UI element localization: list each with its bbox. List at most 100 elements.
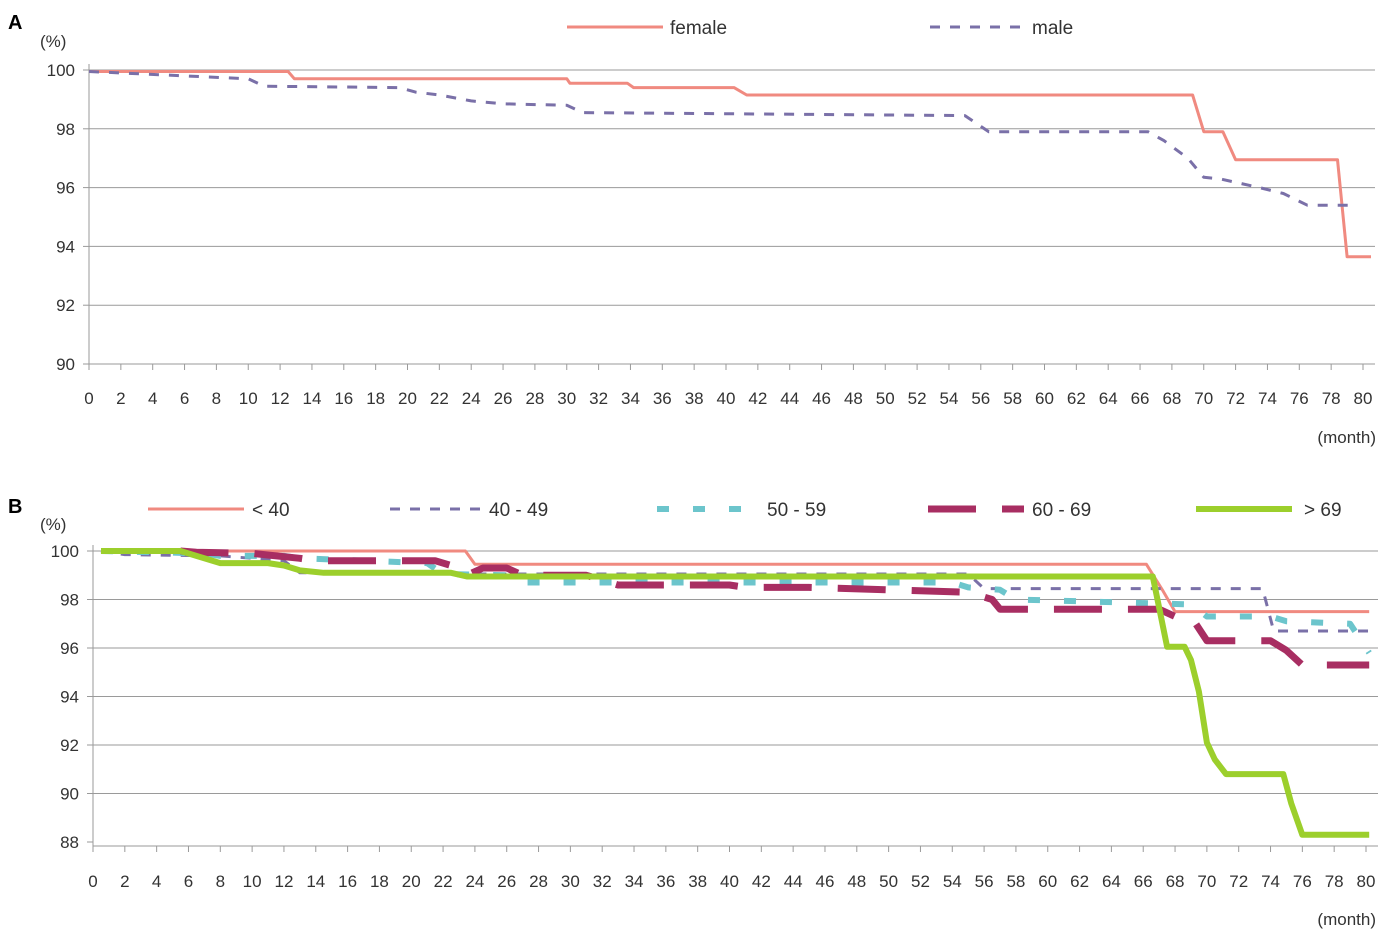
x-tick-label: 54 bbox=[939, 389, 958, 408]
y-tick-label: 94 bbox=[60, 688, 79, 707]
x-tick-label: 42 bbox=[748, 389, 767, 408]
x-tick-label: 70 bbox=[1194, 389, 1213, 408]
x-tick-label: 58 bbox=[1006, 872, 1025, 891]
y-tick-label: 96 bbox=[60, 639, 79, 658]
y-tick-label: 90 bbox=[60, 785, 79, 804]
panel-a-x-tick-labels: 0 2 4 6 8 10 12 14 16 18 20 22 24 26 28 30 32 34 36 38 40 42 4… bbox=[84, 389, 1372, 408]
x-tick-label: 4 bbox=[152, 872, 161, 891]
panel-b-gridlines bbox=[93, 550, 1378, 794]
x-tick-label: 44 bbox=[780, 389, 799, 408]
x-tick-label: 78 bbox=[1325, 872, 1344, 891]
x-tick-label: 76 bbox=[1293, 872, 1312, 891]
series-line-male bbox=[88, 70, 1355, 207]
y-tick-label: 92 bbox=[60, 736, 79, 755]
x-tick-label: 70 bbox=[1197, 872, 1216, 891]
panel-b-legend: < 40 40 - 49 50 - 59 60 - 69 > 69 bbox=[148, 500, 1342, 521]
x-tick-label: 16 bbox=[338, 872, 357, 891]
x-tick-label: 56 bbox=[975, 872, 994, 891]
x-tick-label: 56 bbox=[971, 389, 990, 408]
y-tick-label: 94 bbox=[56, 237, 75, 256]
x-tick-label: 18 bbox=[366, 389, 385, 408]
x-tick-label: 62 bbox=[1067, 389, 1086, 408]
x-tick-label: 46 bbox=[816, 872, 835, 891]
series-line-gt69 bbox=[101, 548, 1370, 838]
x-tick-label: 78 bbox=[1322, 389, 1341, 408]
x-tick-label: 72 bbox=[1226, 389, 1245, 408]
legend-label-40-49: 40 - 49 bbox=[489, 500, 548, 521]
panel-a-legend: female male bbox=[567, 18, 1073, 39]
x-tick-label: 24 bbox=[462, 389, 481, 408]
x-tick-label: 80 bbox=[1354, 389, 1373, 408]
x-tick-label: 52 bbox=[908, 389, 927, 408]
y-tick-label: 88 bbox=[60, 833, 79, 852]
x-tick-label: 46 bbox=[812, 389, 831, 408]
x-tick-label: 68 bbox=[1162, 389, 1181, 408]
panel-b-axes bbox=[87, 545, 1378, 852]
x-tick-label: 0 bbox=[84, 389, 93, 408]
x-tick-label: 36 bbox=[656, 872, 675, 891]
y-tick-label: 96 bbox=[56, 179, 75, 198]
x-tick-label: 36 bbox=[653, 389, 672, 408]
x-tick-label: 32 bbox=[593, 872, 612, 891]
x-tick-label: 26 bbox=[494, 389, 513, 408]
x-tick-label: 40 bbox=[720, 872, 739, 891]
panel-b-y-tick-labels: 88 90 92 94 96 98 100 bbox=[51, 542, 79, 852]
x-tick-label: 22 bbox=[430, 389, 449, 408]
legend-label-60-69: 60 - 69 bbox=[1032, 500, 1091, 521]
x-tick-label: 18 bbox=[370, 872, 389, 891]
x-tick-label: 20 bbox=[402, 872, 421, 891]
x-tick-label: 8 bbox=[212, 389, 221, 408]
x-tick-label: 60 bbox=[1035, 389, 1054, 408]
x-tick-label: 10 bbox=[239, 389, 258, 408]
panel-a-gridlines bbox=[89, 69, 1375, 306]
x-tick-label: 50 bbox=[879, 872, 898, 891]
y-tick-label: 92 bbox=[56, 296, 75, 315]
panel-b-x-unit: (month) bbox=[1317, 910, 1376, 929]
x-tick-label: 24 bbox=[465, 872, 484, 891]
panel-a-x-unit: (month) bbox=[1317, 428, 1376, 447]
panel-a-y-tick-labels: 90 92 94 96 98 100 bbox=[47, 61, 75, 374]
series-line-60-69 bbox=[180, 547, 1370, 669]
x-tick-label: 28 bbox=[525, 389, 544, 408]
x-tick-label: 64 bbox=[1102, 872, 1121, 891]
x-tick-label: 48 bbox=[844, 389, 863, 408]
x-tick-label: 68 bbox=[1166, 872, 1185, 891]
x-tick-label: 20 bbox=[398, 389, 417, 408]
legend-label-male: male bbox=[1032, 18, 1073, 39]
x-tick-label: 74 bbox=[1261, 872, 1280, 891]
panel-b-x-tick-labels: 0 2 4 6 8 10 12 14 16 18 20 22 24 26 28 30 32 34 36 38 40 42 4… bbox=[88, 872, 1375, 891]
x-tick-label: 26 bbox=[497, 872, 516, 891]
x-tick-label: 6 bbox=[180, 389, 189, 408]
panel-b-series-lines bbox=[100, 547, 1372, 838]
x-tick-label: 64 bbox=[1099, 389, 1118, 408]
panel-a-y-unit: (%) bbox=[40, 32, 66, 51]
x-tick-label: 66 bbox=[1134, 872, 1153, 891]
x-tick-label: 0 bbox=[88, 872, 97, 891]
x-tick-label: 28 bbox=[529, 872, 548, 891]
x-tick-label: 42 bbox=[752, 872, 771, 891]
x-tick-label: 14 bbox=[306, 872, 325, 891]
legend-label-female: female bbox=[670, 18, 727, 39]
x-tick-label: 34 bbox=[621, 389, 640, 408]
y-tick-label: 98 bbox=[60, 591, 79, 610]
x-tick-label: 2 bbox=[120, 872, 129, 891]
x-tick-label: 12 bbox=[274, 872, 293, 891]
x-tick-label: 80 bbox=[1357, 872, 1376, 891]
panel-letter-b: B bbox=[8, 496, 22, 518]
x-tick-label: 34 bbox=[625, 872, 644, 891]
y-tick-label: 90 bbox=[56, 355, 75, 374]
x-tick-label: 62 bbox=[1070, 872, 1089, 891]
panel-letter-a: A bbox=[8, 12, 22, 34]
x-tick-label: 8 bbox=[216, 872, 225, 891]
x-tick-label: 54 bbox=[943, 872, 962, 891]
series-line-female bbox=[89, 70, 1371, 259]
x-tick-label: 76 bbox=[1290, 389, 1309, 408]
x-tick-label: 58 bbox=[1003, 389, 1022, 408]
legend-label-50-59: 50 - 59 bbox=[767, 500, 826, 521]
x-tick-label: 52 bbox=[911, 872, 930, 891]
x-tick-label: 2 bbox=[116, 389, 125, 408]
x-tick-label: 32 bbox=[589, 389, 608, 408]
x-tick-label: 40 bbox=[717, 389, 736, 408]
panel-b-y-unit: (%) bbox=[40, 515, 66, 534]
